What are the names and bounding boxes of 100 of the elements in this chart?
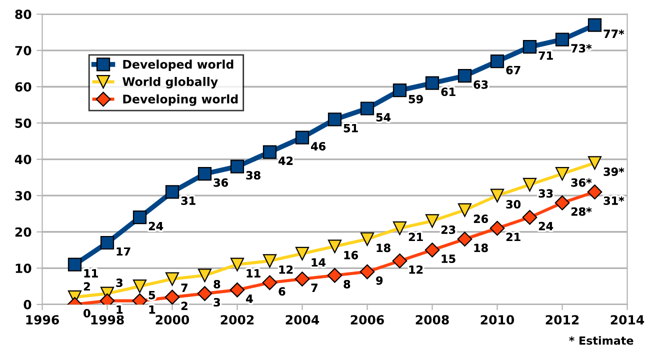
data-label: 21 <box>506 232 520 242</box>
legend-label: Developing world <box>123 94 238 106</box>
data-label: 17 <box>116 247 130 256</box>
data-label: 42 <box>278 156 293 165</box>
point <box>132 279 147 294</box>
data-label: 1 <box>116 306 123 314</box>
y-tick-label: 40 <box>15 154 32 164</box>
y-tick-label: 60 <box>15 82 32 92</box>
data-label: 18 <box>474 244 488 252</box>
point <box>198 268 212 282</box>
x-tick-label: 2008 <box>416 315 449 325</box>
x-tick-label: 2002 <box>220 315 254 325</box>
point <box>588 18 602 32</box>
point <box>198 167 212 181</box>
point <box>392 253 408 268</box>
x-tick-label: 2012 <box>546 315 579 325</box>
data-label: 14 <box>312 258 326 266</box>
x-tick-label: 2010 <box>480 315 514 325</box>
x-tick-label: 1998 <box>91 315 124 325</box>
data-label: 31* <box>604 196 624 205</box>
data-label: 54 <box>376 113 391 122</box>
data-label: 39* <box>604 167 624 176</box>
data-label: 36* <box>571 178 592 187</box>
legend-label: Developed world <box>123 60 234 72</box>
point <box>360 232 374 246</box>
data-label: 18 <box>376 244 390 252</box>
point <box>360 102 374 116</box>
point <box>327 268 342 283</box>
data-label: 2 <box>84 282 90 291</box>
point <box>554 195 570 210</box>
point <box>295 246 310 260</box>
y-tick-label: 0 <box>24 300 32 310</box>
data-label: 31 <box>181 196 196 205</box>
data-label: 8 <box>344 280 350 288</box>
y-tick-label: 20 <box>15 227 32 237</box>
point <box>522 210 538 225</box>
text: * Estimate <box>569 336 634 345</box>
legend-label: World globally <box>122 76 218 88</box>
point <box>424 242 440 258</box>
data-label: 51 <box>344 124 358 132</box>
data-label: 2 <box>181 302 188 310</box>
data-label: 59 <box>408 94 423 104</box>
y-tick-label: 80 <box>15 10 32 20</box>
point <box>490 54 504 68</box>
data-label: 3 <box>214 298 220 306</box>
data-label: 36 <box>214 178 228 187</box>
data-label: 6 <box>278 287 286 296</box>
y-tick-label: 70 <box>15 46 32 56</box>
data-label: 8 <box>214 280 220 288</box>
data-label: 26 <box>474 214 488 224</box>
data-label: 12 <box>409 265 423 274</box>
point <box>457 232 472 247</box>
data-label: 12 <box>279 265 293 274</box>
data-label: 21 <box>408 232 423 242</box>
x-tick-label: 2006 <box>350 315 384 325</box>
data-label: 28* <box>571 207 592 216</box>
data-label: 15 <box>442 254 456 263</box>
data-label: 67 <box>506 66 520 74</box>
data-label: 33 <box>538 189 553 198</box>
data-label: 77* <box>604 30 624 38</box>
data-label: 16 <box>344 250 358 260</box>
point <box>294 272 310 286</box>
point <box>132 210 147 224</box>
data-label: 4 <box>246 294 253 303</box>
data-label: 7 <box>311 284 318 292</box>
data-label: 3 <box>116 278 122 288</box>
data-label: 46 <box>311 142 326 150</box>
y-tick-label: 30 <box>15 191 32 201</box>
x-tick-label: 2000 <box>156 315 190 325</box>
data-label: 11 <box>246 269 260 278</box>
x-tick-label: 1996 <box>26 315 59 325</box>
data-label: 24 <box>538 222 554 230</box>
point <box>164 290 180 304</box>
point <box>328 112 342 126</box>
point <box>392 84 407 98</box>
point <box>230 160 244 174</box>
point <box>100 236 114 250</box>
data-label: 0 <box>84 308 90 318</box>
point <box>360 264 375 280</box>
point <box>522 178 537 192</box>
data-label: 30 <box>506 200 521 209</box>
point <box>490 220 505 236</box>
point <box>425 76 440 90</box>
data-label: 63 <box>474 80 488 89</box>
point <box>197 286 212 301</box>
point <box>490 188 504 202</box>
data-label: 73* <box>571 44 592 53</box>
point <box>522 40 537 54</box>
point <box>165 185 180 199</box>
data-label: 71 <box>538 52 553 60</box>
point <box>588 156 602 170</box>
point <box>262 254 277 268</box>
x-tick-label: 2004 <box>286 315 320 325</box>
point <box>262 145 277 159</box>
data-label: 5 <box>148 290 156 300</box>
point <box>555 167 570 181</box>
data-label: 38 <box>246 171 260 180</box>
point <box>262 275 278 290</box>
point <box>295 130 310 144</box>
point <box>458 69 472 83</box>
